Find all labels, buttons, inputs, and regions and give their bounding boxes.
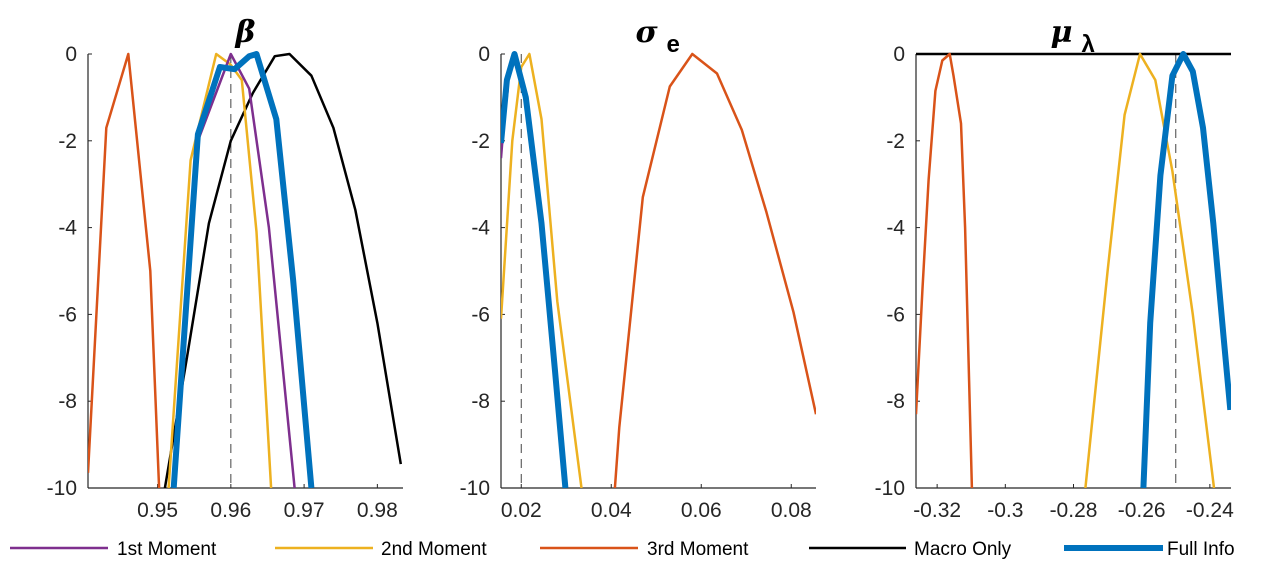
x-tick-label: -0.24	[1186, 499, 1234, 522]
series-line-3rd-moment	[613, 52, 816, 488]
y-tick-label: -4	[58, 217, 77, 240]
series-line-macro-only	[163, 52, 403, 488]
y-tick-label: -4	[471, 217, 490, 240]
series-line-2nd-moment	[167, 52, 273, 488]
panel-title: σ	[635, 15, 658, 50]
legend-label: 2nd Moment	[381, 539, 487, 560]
x-tick-label: 0.08	[771, 499, 812, 522]
series-line-full-info	[1140, 51, 1231, 488]
y-tick-label: -2	[886, 130, 905, 153]
panel-title-subscript: e	[667, 31, 680, 58]
legend-item-1st-moment: 1st Moment	[10, 539, 217, 560]
y-tick-label: 0	[65, 43, 77, 66]
series-line-2nd-moment	[1084, 52, 1216, 488]
legend-item-full-info: Full Info	[1064, 539, 1235, 560]
y-tick-label: -6	[471, 303, 490, 326]
x-tick-label: -0.32	[913, 499, 961, 522]
panel-title-subscript: λ	[1082, 31, 1095, 58]
y-tick-label: -10	[875, 477, 905, 500]
x-tick-label: -0.26	[1118, 499, 1166, 522]
legend: 1st Moment 2nd Moment 3rd Moment Macro Only…	[10, 539, 1235, 560]
legend-item-3rd-moment: 3rd Moment	[540, 539, 749, 560]
y-tick-label: -8	[58, 390, 77, 413]
x-tick-label: 0.97	[284, 499, 325, 522]
legend-label: Macro Only	[914, 539, 1012, 560]
panel-1: 0 -2 -4 -6 -8 -10 0.95 0.96 0.97 0.98 β	[47, 15, 403, 522]
legend-item-2nd-moment: 2nd Moment	[275, 539, 487, 560]
y-tick-label: -8	[471, 390, 490, 413]
y-tick-label: 0	[478, 43, 490, 66]
y-tick-label: -10	[460, 477, 490, 500]
y-tick-label: -2	[58, 130, 77, 153]
series-line-full-info	[501, 51, 569, 488]
series-line-2nd-moment	[501, 52, 583, 488]
y-tick-label: -2	[471, 130, 490, 153]
y-tick-label: -6	[886, 303, 905, 326]
panel-title: β	[235, 15, 256, 50]
panel-2: 0 -2 -4 -6 -8 -10 0.02 0.04 0.06 0.08 σ e	[460, 15, 816, 522]
x-tick-label: 0.02	[501, 499, 542, 522]
legend-label: Full Info	[1167, 539, 1235, 560]
panel-3: 0 -2 -4 -6 -8 -10 -0.32 -0.3 -0.28 -0.26 -0.24 μ λ	[875, 15, 1234, 522]
series-line-full-info	[170, 51, 315, 488]
panel-title: μ	[1051, 15, 1073, 50]
x-tick-label: -0.28	[1050, 499, 1098, 522]
legend-item-macro-only: Macro Only	[809, 539, 1012, 560]
x-tick-label: -0.3	[987, 499, 1023, 522]
x-tick-label: 0.95	[137, 499, 178, 522]
y-tick-label: -10	[47, 477, 77, 500]
x-tick-label: 0.04	[591, 499, 632, 522]
x-tick-label: 0.98	[357, 499, 398, 522]
legend-label: 3rd Moment	[647, 539, 749, 560]
y-tick-label: -8	[886, 390, 905, 413]
series-line-3rd-moment	[88, 52, 161, 488]
series-line-3rd-moment	[916, 52, 974, 488]
panels: 0 -2 -4 -6 -8 -10 0.95 0.96 0.97 0.98 β 0 -2 -4 -6 -8 -1…	[47, 15, 1234, 522]
x-tick-label: 0.06	[681, 499, 722, 522]
y-tick-label: -4	[886, 217, 905, 240]
y-tick-label: -6	[58, 303, 77, 326]
x-tick-label: 0.96	[210, 499, 251, 522]
legend-label: 1st Moment	[117, 539, 217, 560]
y-tick-label: 0	[893, 43, 905, 66]
